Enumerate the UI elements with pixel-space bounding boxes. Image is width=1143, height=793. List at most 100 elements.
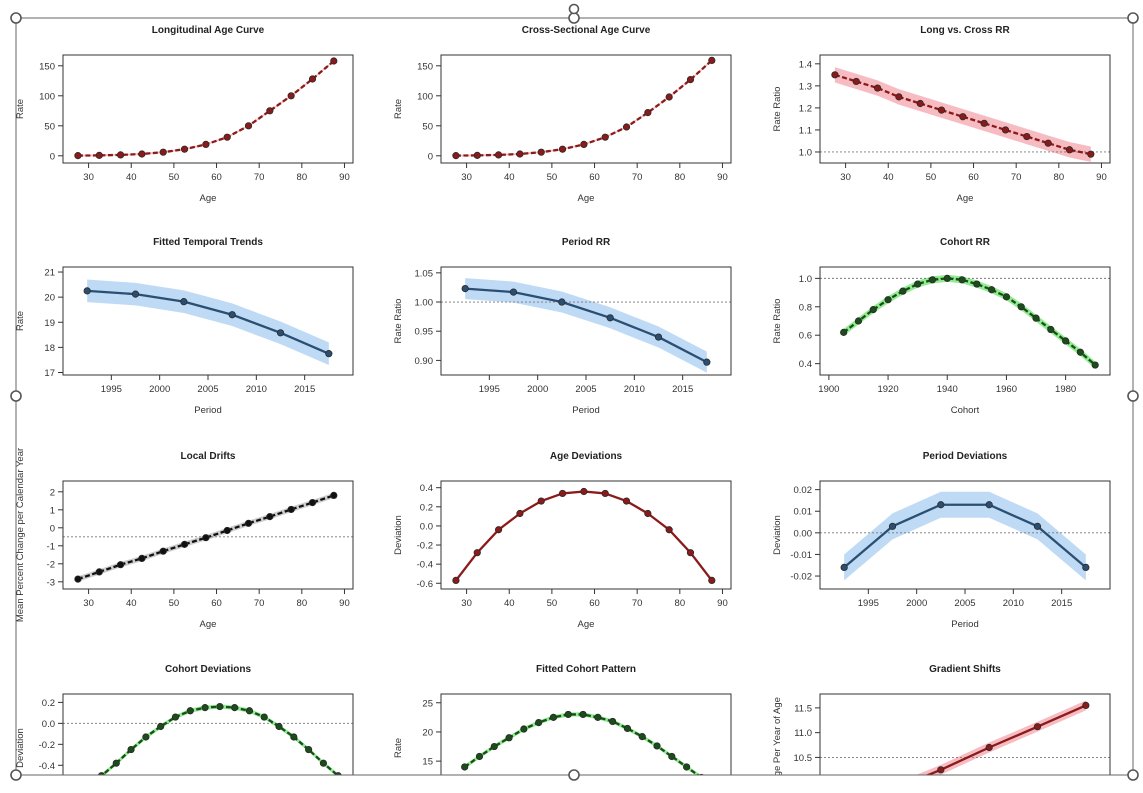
data-point bbox=[244, 122, 253, 130]
resize-handle-left[interactable] bbox=[10, 390, 22, 402]
y-tick-label: 100 bbox=[417, 91, 433, 102]
x-tick-label: 1995 bbox=[479, 384, 500, 395]
data-point bbox=[558, 489, 567, 498]
x-tick-label: 30 bbox=[461, 598, 472, 609]
data-point bbox=[644, 509, 652, 518]
resize-handle-bottom[interactable] bbox=[568, 769, 580, 781]
data-point bbox=[601, 133, 609, 141]
data-point bbox=[1076, 348, 1085, 356]
data-point bbox=[116, 151, 125, 159]
y-tick-label: 18 bbox=[44, 343, 55, 354]
x-axis-label: Cohort bbox=[951, 405, 980, 416]
data-point bbox=[138, 150, 146, 158]
resize-handle-top[interactable] bbox=[568, 12, 580, 24]
y-axis-label: Rate Ratio bbox=[393, 299, 404, 344]
data-point bbox=[665, 93, 673, 101]
resize-handle-bottom-left[interactable] bbox=[10, 769, 22, 781]
data-point bbox=[1033, 723, 1042, 731]
data-point bbox=[899, 287, 907, 295]
chart-panel-long-age: Longitudinal Age Curve 0 50 100 150 30 40 50 60 7… bbox=[15, 25, 354, 204]
resize-handle-top-left[interactable] bbox=[10, 12, 22, 24]
x-tick-label: 1995 bbox=[858, 598, 879, 609]
y-tick-label: 150 bbox=[417, 61, 433, 72]
data-point bbox=[509, 288, 518, 296]
x-axis-label: Period bbox=[194, 405, 221, 416]
selection-frame[interactable] bbox=[10, 3, 1139, 781]
y-tick-label: 1.05 bbox=[415, 268, 434, 279]
data-point bbox=[330, 57, 338, 65]
plot-frame bbox=[440, 693, 732, 775]
series-line bbox=[843, 503, 1087, 569]
data-point bbox=[452, 576, 460, 584]
y-tick-label: -0.4 bbox=[417, 560, 433, 571]
data-point bbox=[914, 280, 922, 288]
rotate-handle[interactable] bbox=[568, 3, 580, 15]
data-point bbox=[708, 56, 716, 65]
chart-title: Period RR bbox=[562, 237, 611, 248]
x-tick-label: 90 bbox=[717, 172, 728, 183]
data-point bbox=[473, 549, 481, 557]
resize-handle-top-right[interactable] bbox=[1127, 12, 1139, 24]
chart-panel-period-dev: Period Deviations -0.02 -0.01 0.00 0.01 0.02 1… bbox=[772, 451, 1111, 630]
y-tick-label: 15 bbox=[422, 757, 433, 768]
x-tick-label: 2015 bbox=[294, 384, 315, 395]
resize-handle-bottom-right[interactable] bbox=[1127, 769, 1139, 781]
data-point bbox=[325, 350, 333, 358]
x-tick-label: 1960 bbox=[996, 384, 1017, 395]
data-point bbox=[537, 497, 545, 505]
y-tick-label: 0.8 bbox=[799, 302, 812, 313]
data-point bbox=[452, 152, 460, 160]
y-tick-label: 50 bbox=[422, 121, 433, 132]
x-tick-label: 60 bbox=[211, 598, 222, 609]
data-point bbox=[97, 772, 105, 775]
data-point bbox=[505, 734, 513, 742]
data-point bbox=[180, 145, 189, 153]
data-point bbox=[228, 311, 236, 319]
y-axis-label: Deviation bbox=[393, 515, 404, 555]
data-point bbox=[888, 522, 897, 530]
data-point bbox=[580, 140, 588, 148]
data-point bbox=[653, 742, 661, 750]
x-tick-label: 70 bbox=[254, 172, 265, 183]
data-point bbox=[638, 733, 646, 741]
data-point bbox=[244, 519, 253, 527]
x-tick-label: 60 bbox=[968, 172, 979, 183]
data-point bbox=[330, 491, 338, 499]
y-axis-label: Rate bbox=[15, 311, 26, 331]
data-point bbox=[854, 317, 863, 325]
data-point bbox=[1062, 337, 1070, 345]
plot-frame bbox=[819, 693, 1111, 775]
y-axis-label: Deviation bbox=[15, 728, 26, 768]
data-point bbox=[494, 526, 503, 534]
x-tick-label: 2005 bbox=[197, 384, 218, 395]
y-tick-label: 0.00 bbox=[794, 528, 813, 539]
data-point bbox=[686, 549, 695, 557]
chart-title: Gradient Shifts bbox=[929, 664, 1001, 675]
chart-title: Local Drifts bbox=[180, 451, 235, 462]
y-tick-label: 11.5 bbox=[794, 703, 812, 714]
y-tick-label: 1.3 bbox=[799, 81, 812, 92]
series-line bbox=[465, 287, 708, 364]
data-point bbox=[83, 287, 91, 295]
data-point bbox=[973, 280, 981, 288]
y-tick-label: 1.4 bbox=[799, 59, 812, 70]
chart-title: Cohort RR bbox=[940, 237, 991, 248]
data-point bbox=[290, 733, 298, 741]
data-point bbox=[703, 358, 711, 366]
x-tick-label: 1995 bbox=[101, 384, 122, 395]
data-point bbox=[840, 563, 848, 572]
y-tick-label: 0.90 bbox=[415, 356, 434, 367]
y-axis-label: Deviation bbox=[772, 515, 783, 555]
y-tick-label: 1.00 bbox=[415, 298, 434, 309]
data-point bbox=[142, 733, 150, 741]
x-tick-label: 90 bbox=[339, 598, 350, 609]
x-tick-label: 2010 bbox=[624, 384, 645, 395]
data-point bbox=[201, 704, 209, 712]
y-tick-label: 0.95 bbox=[415, 327, 434, 338]
data-point bbox=[1001, 126, 1010, 134]
x-axis-label: Age bbox=[957, 193, 974, 204]
x-tick-label: 50 bbox=[547, 172, 558, 183]
x-tick-label: 40 bbox=[883, 172, 894, 183]
resize-handle-right[interactable] bbox=[1127, 390, 1139, 402]
y-tick-label: 50 bbox=[44, 121, 55, 132]
